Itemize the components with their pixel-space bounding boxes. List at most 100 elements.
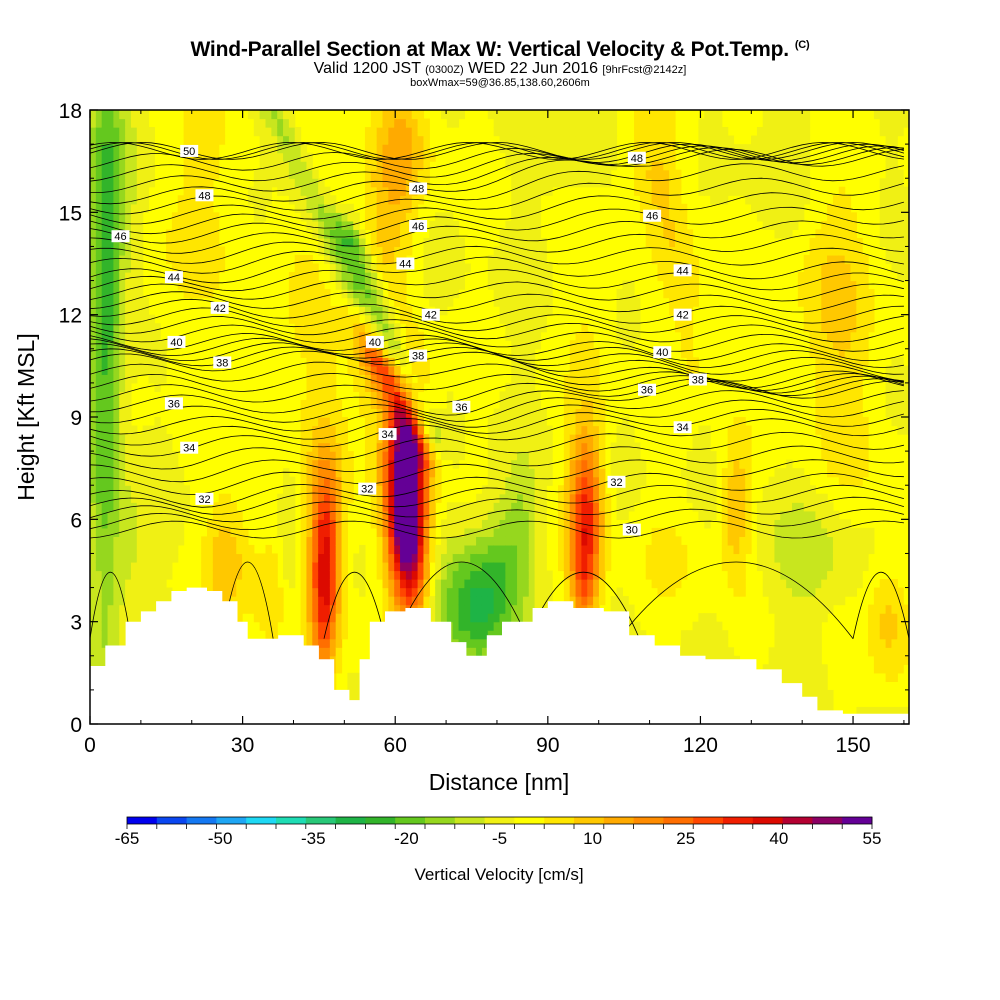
valid-date: WED 22 Jun 2016 bbox=[468, 60, 598, 77]
contour-label-bg bbox=[358, 482, 377, 495]
contour-label-bg bbox=[409, 182, 428, 195]
terrain-profile bbox=[90, 587, 909, 724]
y-tick-label: 18 bbox=[59, 100, 82, 123]
colorbar-swatch bbox=[633, 817, 664, 824]
colorbar-tick-label: 55 bbox=[863, 829, 882, 848]
contour-label: 50 bbox=[183, 146, 195, 158]
colorbar-swatch bbox=[782, 817, 813, 824]
contour-label: 36 bbox=[641, 385, 653, 397]
colorbar-swatch bbox=[365, 817, 396, 824]
contour-label-bg bbox=[452, 400, 471, 413]
x-tick-label: 60 bbox=[384, 734, 407, 757]
contour-label: 42 bbox=[677, 310, 689, 322]
contour-label: 32 bbox=[361, 484, 373, 496]
contour-label-bg bbox=[673, 264, 692, 277]
contour-label-bg bbox=[607, 475, 626, 488]
colorbar: -65 -50 -35 -20 -5 10 25 40 55 Vertical Velocity … bbox=[115, 816, 882, 884]
colorbar-tick-label: 10 bbox=[583, 829, 602, 848]
contour-label: 48 bbox=[198, 190, 210, 202]
contour-label-bg bbox=[673, 421, 692, 434]
contour-label: 36 bbox=[168, 398, 180, 410]
chart-title: Wind-Parallel Section at Max W: Vertical… bbox=[0, 38, 1000, 62]
colorbar-swatch bbox=[663, 817, 694, 824]
y-tick-label: 12 bbox=[59, 305, 82, 328]
contour-label: 40 bbox=[369, 337, 381, 349]
x-tick-label: 30 bbox=[231, 734, 254, 757]
contour-label-bg bbox=[210, 301, 229, 314]
x-tick-label: 150 bbox=[836, 734, 871, 757]
x-axis-label: Distance [nm] bbox=[429, 769, 570, 795]
y-tick-label: 0 bbox=[70, 714, 82, 737]
colorbar-swatch bbox=[276, 817, 307, 824]
contour-label-bg bbox=[409, 349, 428, 362]
colorbar-tick-label: -35 bbox=[301, 829, 326, 848]
colorbar-swatch bbox=[842, 817, 873, 824]
chart-subtitle: Valid 1200 JST (0300Z) WED 22 Jun 2016 [… bbox=[0, 61, 1000, 78]
contour-label-bg bbox=[365, 335, 384, 348]
x-tick-label: 0 bbox=[84, 734, 96, 757]
contour-label-bg bbox=[638, 383, 657, 396]
colorbar-swatch bbox=[156, 817, 187, 824]
contour-label-bg bbox=[673, 308, 692, 321]
y-tick-label: 15 bbox=[59, 202, 82, 225]
x-tick-label: 120 bbox=[683, 734, 718, 757]
contour-label-bg bbox=[396, 257, 415, 270]
y-axis-label: Height [Kft MSL] bbox=[13, 333, 39, 500]
contour-label: 46 bbox=[646, 211, 658, 223]
colorbar-swatch bbox=[216, 817, 247, 824]
contour-label: 36 bbox=[455, 402, 467, 414]
contour-label: 34 bbox=[381, 429, 393, 441]
y-tick-label: 6 bbox=[70, 509, 82, 532]
forecast-info: [9hrFcst@2142z] bbox=[602, 64, 687, 76]
contour-label: 38 bbox=[412, 351, 424, 363]
colorbar-swatch bbox=[186, 817, 217, 824]
box-wmax-line: boxWmax=59@36.85,138.60,2606m bbox=[410, 77, 590, 89]
colorbar-swatch bbox=[305, 817, 336, 824]
theta-contour-labels: 50 48 48 48 46 46 46 44 44 44 42 42 42 40 40 40 38 38 38 36… bbox=[111, 144, 707, 537]
colorbar-tick-label: 25 bbox=[676, 829, 695, 848]
colorbar-tick-label: 40 bbox=[769, 829, 788, 848]
colorbar-swatch bbox=[454, 817, 485, 824]
contour-label-bg bbox=[164, 271, 183, 284]
contour-label: 38 bbox=[216, 357, 228, 369]
contour-label: 42 bbox=[425, 310, 437, 322]
colorbar-swatch bbox=[484, 817, 515, 824]
copyright-mark: (C) bbox=[794, 39, 810, 51]
contour-label-bg bbox=[421, 308, 440, 321]
colorbar-swatch bbox=[693, 817, 724, 824]
chart-title-text: Wind-Parallel Section at Max W: Vertical… bbox=[190, 38, 790, 61]
zulu-time: (0300Z) bbox=[425, 64, 464, 76]
contour-label: 30 bbox=[626, 525, 638, 537]
contour-label-bg bbox=[167, 335, 186, 348]
colorbar-swatch bbox=[544, 817, 575, 824]
theta-contours bbox=[90, 141, 909, 639]
colorbar-swatch bbox=[514, 817, 545, 824]
colorbar-tick-label: -65 bbox=[115, 829, 140, 848]
contour-label-bg bbox=[688, 373, 707, 386]
colorbar-swatch bbox=[752, 817, 783, 824]
contour-label-bg bbox=[409, 219, 428, 232]
contour-label: 34 bbox=[677, 422, 689, 434]
contour-label-bg bbox=[627, 151, 646, 164]
contour-label: 32 bbox=[610, 477, 622, 489]
colorbar-swatch bbox=[425, 817, 456, 824]
terrain bbox=[90, 587, 909, 724]
contour-label-bg bbox=[378, 428, 397, 441]
colorbar-tick-label: -5 bbox=[492, 829, 507, 848]
contour-label-bg bbox=[164, 397, 183, 410]
contour-label-bg bbox=[195, 189, 214, 202]
colorbar-swatch bbox=[812, 817, 843, 824]
colorbar-tick-label: -50 bbox=[208, 829, 233, 848]
contour-label: 46 bbox=[412, 221, 424, 233]
contour-label: 40 bbox=[656, 347, 668, 359]
contour-label: 38 bbox=[692, 374, 704, 386]
valid-time: Valid 1200 JST bbox=[313, 60, 421, 77]
contour-label-bg bbox=[622, 523, 641, 536]
colorbar-swatch bbox=[335, 817, 366, 824]
y-tick-label: 9 bbox=[70, 407, 82, 430]
contour-label: 44 bbox=[168, 272, 180, 284]
contour-label: 44 bbox=[677, 265, 689, 277]
colorbar-swatch bbox=[574, 817, 605, 824]
contour-label-bg bbox=[180, 441, 199, 454]
